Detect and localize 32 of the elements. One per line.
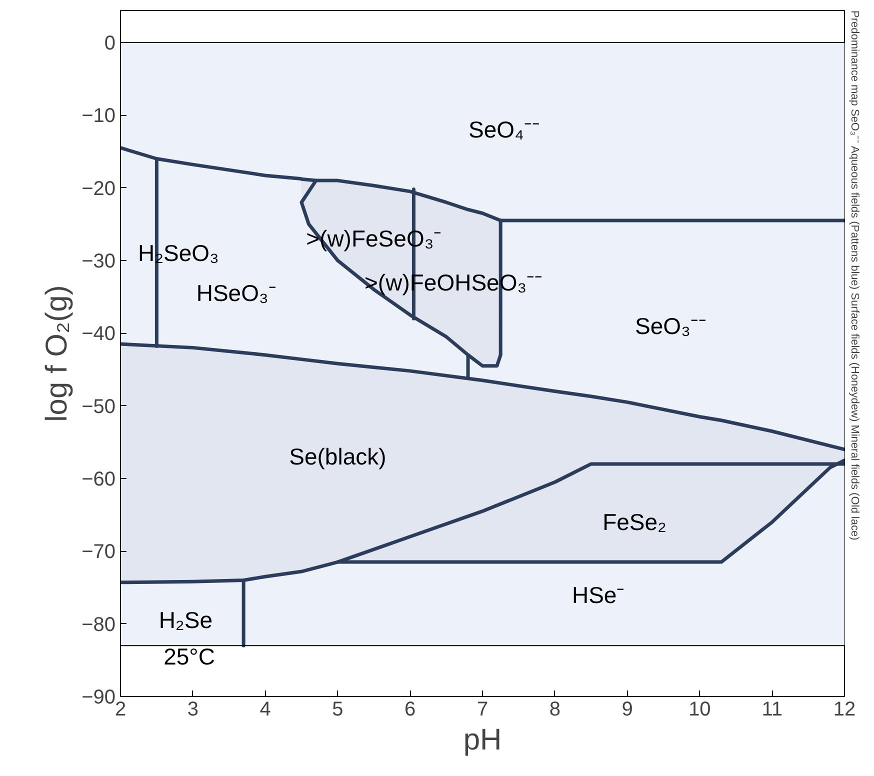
annotation: FeSe₂ bbox=[602, 509, 666, 536]
annotation: SeO₄⁻⁻ bbox=[468, 116, 540, 143]
x-tick-label: 10 bbox=[688, 698, 711, 720]
x-tick-label: 8 bbox=[549, 698, 560, 720]
x-axis-title: pH bbox=[463, 724, 502, 756]
annotation: HSe⁻ bbox=[572, 582, 625, 608]
y-tick-label: −30 bbox=[82, 250, 116, 272]
y-tick-label: −20 bbox=[82, 178, 116, 200]
y-tick-label: −10 bbox=[82, 105, 116, 128]
annotation: 25°C bbox=[164, 644, 215, 670]
y-tick-label: −70 bbox=[82, 541, 116, 564]
y-tick-label: −60 bbox=[82, 468, 116, 490]
x-tick-label: 12 bbox=[833, 698, 856, 720]
x-tick-label: 11 bbox=[762, 698, 782, 720]
x-tick-label: 7 bbox=[476, 698, 488, 720]
x-tick-label: 9 bbox=[622, 698, 633, 720]
x-tick-label: 3 bbox=[187, 698, 198, 720]
x-tick-label: 2 bbox=[114, 698, 126, 720]
y-axis-title: log f O₂(g) bbox=[40, 285, 74, 422]
text: Predominance map SeO₃⁻⁻ Aqueous fields (Pattens blue) Surface fields (Honeydew) Mineral fields (Old lace) bbox=[848, 10, 860, 540]
annotation: H₂Se bbox=[158, 607, 212, 634]
y-tick-label: −90 bbox=[82, 686, 116, 708]
y-tick-label: −80 bbox=[82, 614, 116, 636]
annotation: HSeO₃⁻ bbox=[196, 280, 276, 306]
y-tick-label: 0 bbox=[104, 32, 116, 54]
annotation: Se(black) bbox=[289, 444, 386, 470]
y-tick-label: −40 bbox=[82, 323, 116, 346]
y-tick-label: −50 bbox=[82, 396, 116, 418]
x-tick-label: 4 bbox=[260, 698, 271, 720]
x-tick-label: 5 bbox=[332, 698, 344, 720]
x-tick-label: 6 bbox=[404, 698, 416, 720]
annotation: SeO₃⁻⁻ bbox=[635, 312, 706, 339]
